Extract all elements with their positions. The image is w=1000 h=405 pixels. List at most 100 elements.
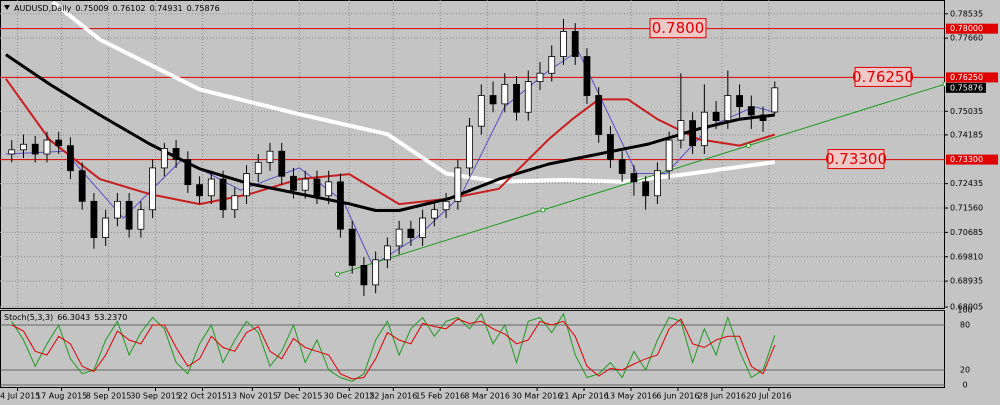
candle-body [113, 200, 121, 219]
candle-body [8, 149, 16, 155]
axis-level-label: 0.76250 [950, 73, 983, 82]
candle-body [477, 95, 485, 127]
candle-body [102, 217, 110, 238]
y-tick-label: 0.69810 [950, 252, 983, 261]
symbol-header: AUDUSD,Daily 0.75009 0.76102 0.74931 0.75876 [14, 4, 220, 13]
y-tick-label: 0.74185 [950, 130, 983, 139]
current-price-box [946, 82, 986, 93]
candle-body [442, 200, 450, 211]
ohlc-value: 0.74931 [150, 4, 183, 13]
y-tick-label: 0 [962, 381, 967, 390]
candle-body [395, 228, 403, 247]
candle-body [219, 178, 227, 211]
candle-body [266, 150, 274, 163]
stoch-frame [0, 310, 945, 388]
candle-body [172, 148, 180, 160]
candle-body [665, 139, 673, 172]
candle-body [90, 200, 98, 238]
candle-body [501, 83, 509, 105]
y-tick-label: 80 [960, 321, 970, 330]
axes: 0.78535 0.77660 0.75035 0.74185 0.72435 0.715… [0, 9, 998, 401]
axis-level-box [946, 23, 998, 34]
x-tick-label: 22 Oct 2015 [178, 392, 227, 401]
indicator-value: 53.2370 [94, 313, 127, 322]
x-tick-label: 30 Sep 2015 [130, 392, 181, 401]
candle-body [407, 228, 415, 238]
candle-body [278, 150, 286, 177]
candle-body [712, 111, 720, 121]
candle-body [125, 200, 133, 230]
moving-average [5, 53, 775, 212]
candle-body [78, 170, 86, 202]
x-tick-label: 24 Jul 2015 [0, 392, 40, 401]
y-tick-label: 0.68935 [950, 277, 983, 286]
x-tick-label: 17 Aug 2015 [36, 392, 87, 401]
y-tick-label: 0.70685 [950, 228, 983, 237]
y-tick-label: 0.77660 [950, 34, 983, 43]
x-tick-label: 30 Mar 2016 [512, 392, 563, 401]
level-label-box [827, 149, 885, 170]
trendline-anchor [540, 207, 546, 213]
candle-body [67, 145, 74, 172]
candle-body [536, 72, 544, 82]
x-tick-label: 30 Dec 2015 [324, 392, 375, 401]
y-tick-label: 20 [960, 366, 970, 375]
candle-body [689, 120, 697, 147]
candle-body [348, 228, 356, 266]
candle-body [595, 95, 603, 135]
candle-body [618, 159, 626, 174]
candle-body [31, 143, 39, 155]
symbol: AUDUSD,Daily [14, 4, 72, 13]
candle-body [454, 167, 462, 202]
main-plot [0, 0, 945, 308]
candle-body [700, 111, 708, 147]
y-tick-label: 100 [957, 306, 972, 315]
axis-level-label: 0.78000 [950, 24, 983, 33]
candle-body [383, 245, 391, 261]
candle-body [736, 95, 743, 108]
stoch-line [11, 318, 776, 380]
x-tick-label: 8 Mar 2016 [464, 392, 510, 401]
candle-body [137, 209, 145, 230]
candle-body [489, 95, 497, 105]
candle-body [254, 161, 262, 174]
candle-body [747, 106, 755, 116]
candle-body [430, 209, 438, 219]
candle-body [196, 184, 203, 197]
candle-body [724, 95, 732, 121]
level-label-box [649, 18, 707, 39]
y-tick-label: 0.71560 [950, 204, 983, 213]
indicator-value: 66.3043 [57, 313, 90, 322]
trendline-anchor [335, 271, 340, 277]
candle-body [184, 159, 192, 186]
x-tick-label: 13 May 2016 [605, 392, 657, 401]
candle-body [290, 175, 297, 191]
stoch-header: Stoch(5,3,3) 66.3043 53.2370 [4, 313, 127, 322]
candle-body [313, 178, 321, 197]
candle-body [360, 264, 368, 286]
x-tick-label: 28 Jun 2016 [698, 392, 746, 401]
candle-body [759, 114, 767, 121]
level-label: 0.76250 [852, 68, 914, 86]
candle-body [43, 139, 51, 155]
main-frame [0, 0, 945, 309]
ohlc-value: 0.75009 [75, 4, 108, 13]
candle-body [372, 259, 380, 286]
stoch-line [11, 312, 776, 382]
candle-body [160, 148, 168, 169]
ohlc-value: 0.76102 [112, 4, 145, 13]
candle-body [301, 178, 309, 191]
candle-body [337, 181, 344, 230]
x-tick-label: 7 Dec 2015 [276, 392, 322, 401]
candle-body [20, 143, 27, 151]
menu-icon [4, 5, 10, 10]
candle-body [231, 195, 239, 211]
y-tick-label: 0.68005 [950, 303, 983, 312]
candle-body [571, 31, 579, 57]
ohlc-value: 0.75876 [187, 4, 220, 13]
axis-level-label: 0.73300 [950, 155, 983, 164]
candle-body [466, 125, 473, 169]
